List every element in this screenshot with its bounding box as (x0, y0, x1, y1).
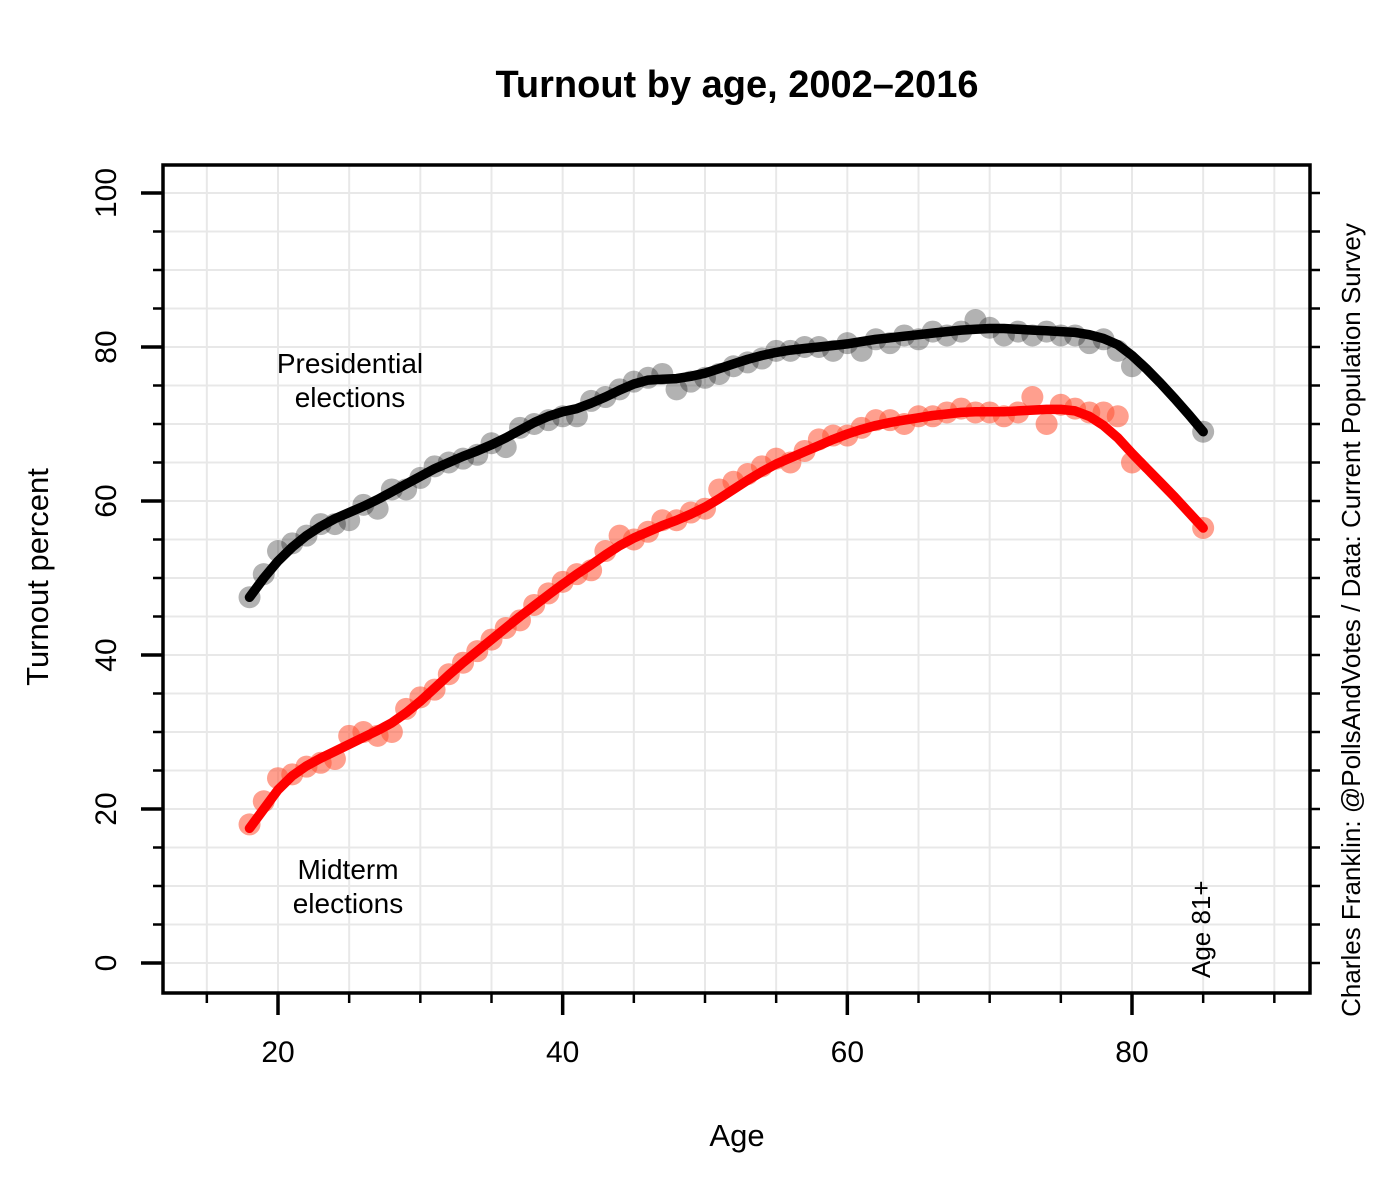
data-point (1035, 413, 1058, 435)
presidential-label-line1: Presidential (277, 348, 423, 379)
gridlines (163, 165, 1310, 993)
x-tick-label: 80 (1115, 1036, 1148, 1069)
x-tick-label: 60 (831, 1036, 864, 1069)
y-tick-label: 20 (90, 792, 123, 825)
y-tick-label: 80 (90, 330, 123, 363)
data-point (1021, 386, 1044, 409)
presidential-label-line2: elections (295, 382, 406, 413)
age-81-plus-annotation: Age 81+ (1186, 880, 1216, 978)
trend-line (244, 404, 1208, 834)
chart-title: Turnout by age, 2002–2016 (496, 64, 979, 106)
y-tick-label: 100 (90, 168, 123, 218)
credit-line: Charles Franklin: @PollsAndVotes / Data:… (1336, 223, 1366, 1017)
axes-and-ticks (141, 163, 1320, 1015)
midterm-label-line2: elections (293, 888, 404, 919)
y-tick-label: 60 (90, 484, 123, 517)
data-point (665, 378, 688, 401)
trend-line (244, 323, 1208, 603)
midterm-label-line1: Midterm (297, 854, 398, 885)
y-tick-label: 40 (90, 638, 123, 671)
x-tick-label: 20 (261, 1036, 294, 1069)
data-point (1106, 405, 1129, 428)
x-tick-label: 40 (546, 1036, 579, 1069)
x-axis-label: Age (709, 1118, 764, 1153)
tick-labels: 20 40 60 80 0 20 40 60 80 100 (90, 168, 1149, 1069)
y-tick-label: 0 (90, 955, 123, 972)
y-axis-label: Turnout percent (20, 468, 55, 686)
trend-lines (244, 323, 1208, 834)
midterm-points (238, 386, 1215, 836)
